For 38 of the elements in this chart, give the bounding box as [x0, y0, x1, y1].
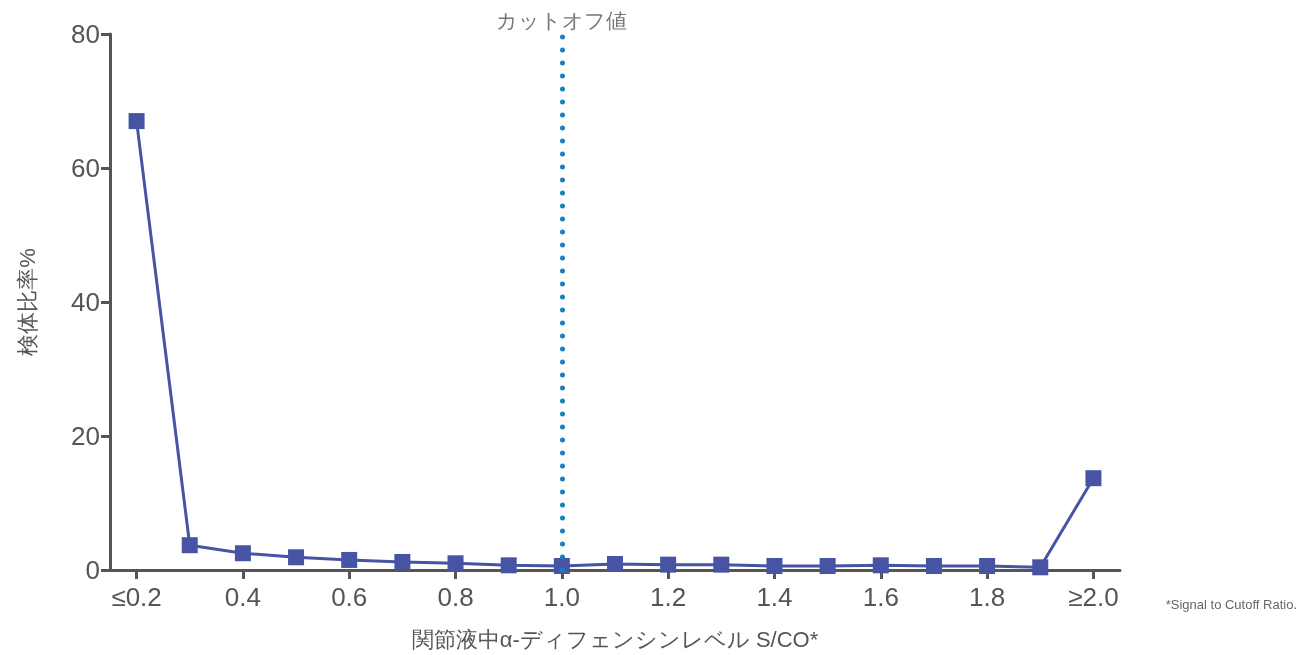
- point: [872, 557, 889, 574]
- point: [925, 557, 942, 574]
- y-axis-title: 検体比率%: [14, 248, 40, 356]
- x-tick-label: 1.0: [543, 582, 580, 612]
- point: [553, 557, 570, 574]
- y-tick-label: 80: [71, 19, 100, 49]
- y-tick-label: 60: [71, 153, 100, 183]
- ref-line-label: カットオフ値: [496, 9, 628, 32]
- x-axis-title: 関節液中α-ディフェンシンレベル S/CO*: [411, 626, 819, 652]
- point: [819, 557, 836, 574]
- x-tick-label: 1.2: [650, 582, 687, 612]
- text: *Signal to Cutoff Ratio.: [1165, 597, 1298, 612]
- point: [181, 537, 198, 554]
- x-tick-label: ≤0.2: [111, 582, 162, 612]
- x-tick-label: 0.8: [437, 582, 474, 612]
- point: [394, 553, 411, 570]
- point: [607, 555, 623, 572]
- x-tick-label: 1.8: [969, 582, 1006, 612]
- y-tick-label: 20: [71, 421, 100, 451]
- y-tick-label: 0: [85, 555, 100, 585]
- point: [979, 557, 996, 574]
- point: [1032, 559, 1049, 576]
- x-tick-label: ≥2.0: [1068, 582, 1119, 612]
- x-tick-label: 0.4: [224, 582, 261, 612]
- point: [128, 113, 145, 130]
- point: [660, 556, 677, 573]
- point: [713, 556, 730, 573]
- x-tick-label: 1.6: [862, 582, 899, 612]
- point: [1085, 470, 1102, 487]
- point: [234, 545, 251, 562]
- point: [447, 555, 464, 572]
- x-tick-label: 1.4: [756, 582, 793, 612]
- x-tick-label: 0.6: [331, 582, 368, 612]
- y-tick-label: 40: [71, 287, 100, 317]
- point: [341, 551, 358, 568]
- point: [766, 557, 783, 574]
- point: [500, 557, 517, 574]
- point: [288, 549, 305, 566]
